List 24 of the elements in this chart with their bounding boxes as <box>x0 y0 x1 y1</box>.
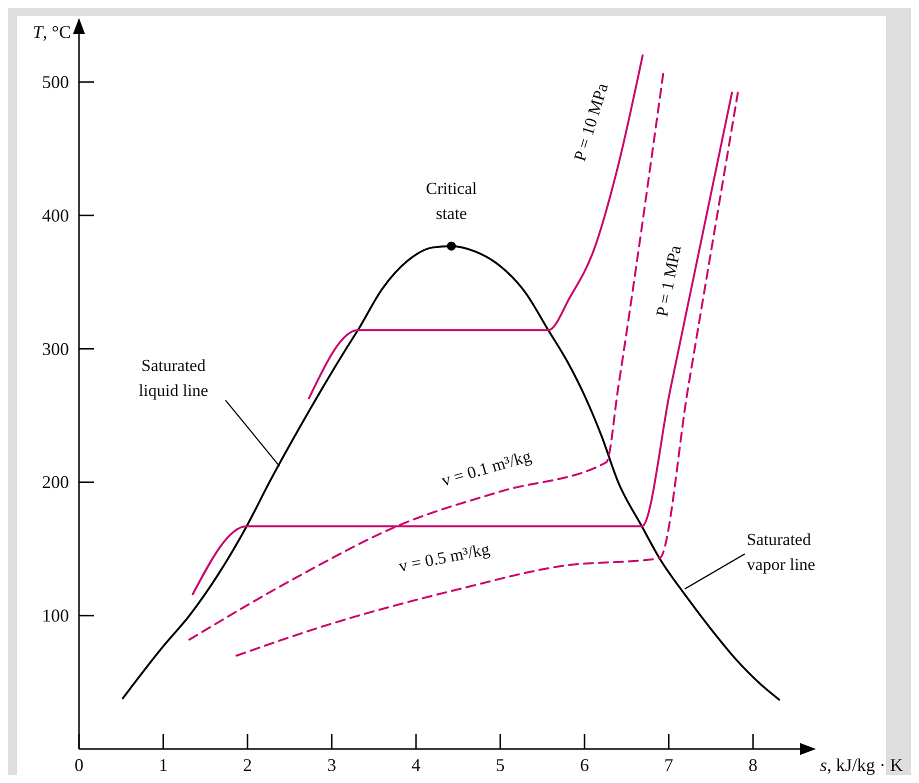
x-tick-label: 8 <box>748 755 758 775</box>
annotation: Saturated liquid line <box>138 356 208 400</box>
annotation: Saturated vapor line <box>746 530 816 574</box>
y-axis-title: T, °C <box>32 22 71 42</box>
annotation: v = 0.1 m³/kg <box>439 446 534 490</box>
x-tick-label: 7 <box>664 755 674 775</box>
annotation: P = 10 MPa <box>570 80 612 164</box>
x-tick-label: 0 <box>74 755 84 775</box>
y-tick-label: 400 <box>42 205 69 226</box>
y-tick-label: 500 <box>42 72 69 92</box>
x-axis-title: s, kJ/kg · K <box>820 755 904 775</box>
x-tick-label: 1 <box>158 755 168 775</box>
x-tick-label: 5 <box>496 755 505 775</box>
annotation: Critical state <box>426 179 478 224</box>
x-tick-label: 3 <box>327 755 336 775</box>
annotation: P = 1 MPa <box>652 244 685 318</box>
annotation: v = 0.5 m³/kg <box>397 539 492 576</box>
x-tick-label: 6 <box>580 755 590 775</box>
y-tick-label: 300 <box>42 338 69 359</box>
y-tick-label: 100 <box>42 606 69 626</box>
line-series <box>308 54 644 400</box>
x-tick-label: 2 <box>243 755 252 775</box>
y-tick-label: 200 <box>42 472 69 492</box>
x-tick-label: 4 <box>412 755 421 775</box>
